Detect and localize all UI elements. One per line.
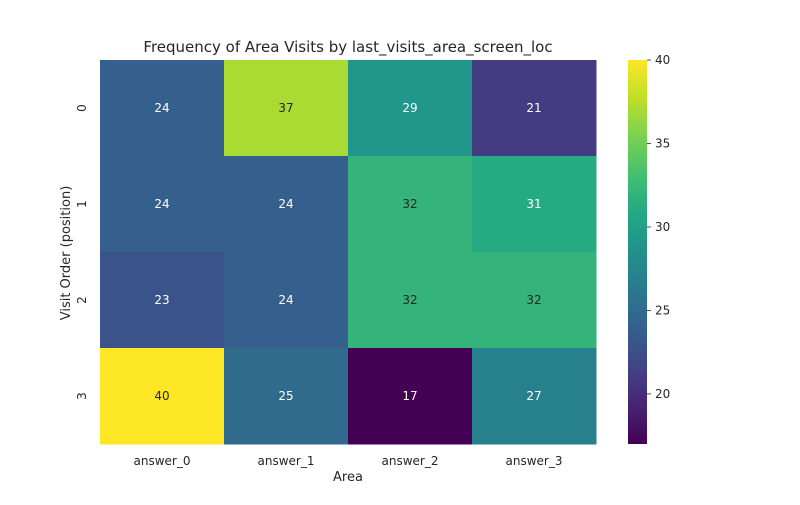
colorbar-tick-label: 35 (655, 136, 670, 150)
colorbar-tick-label: 20 (655, 387, 670, 401)
colorbar-tick-label: 25 (655, 303, 670, 317)
y-tick-label: 0 (75, 104, 89, 112)
cell-value-label: 24 (154, 197, 169, 211)
y-axis-label: Visit Order (position) (59, 186, 74, 321)
cell-value-label: 32 (402, 197, 417, 211)
x-tick-label: answer_3 (506, 454, 563, 468)
chart-title: Frequency of Area Visits by last_visits_… (143, 38, 552, 57)
heatmap-cell (100, 348, 225, 445)
x-axis-label: Area (333, 470, 363, 485)
cell-value-label: 24 (278, 197, 293, 211)
cell-value-label: 21 (526, 101, 541, 115)
cell-value-label: 24 (278, 293, 293, 307)
heatmap-cell (224, 60, 349, 157)
heatmap-cell (348, 252, 473, 349)
y-tick-label: 3 (75, 392, 89, 400)
cell-value-label: 24 (154, 101, 169, 115)
heatmap-cell (472, 60, 597, 157)
x-tick-label: answer_0 (134, 454, 191, 468)
cell-value-label: 31 (526, 197, 541, 211)
heatmap-cell (472, 156, 597, 253)
heatmap-cell (224, 156, 349, 253)
y-tick-label: 2 (75, 296, 89, 304)
colorbar (628, 60, 647, 444)
x-tick-label: answer_1 (258, 454, 315, 468)
cell-value-label: 29 (402, 101, 417, 115)
cell-value-label: 23 (154, 293, 169, 307)
cell-value-label: 27 (526, 389, 541, 403)
heatmap-cells: 24 37 29 21 24 24 32 31 23 24 32 32 40 25 17 27 (100, 60, 597, 445)
y-tick-label: 1 (75, 200, 89, 208)
heatmap-cell (348, 156, 473, 253)
cell-value-label: 37 (278, 101, 293, 115)
cell-value-label: 32 (526, 293, 541, 307)
y-tick-labels: 0 1 2 3 (75, 104, 89, 400)
colorbar-tick-label: 30 (655, 220, 670, 234)
heatmap-cell (100, 60, 225, 157)
x-tick-label: answer_2 (382, 454, 439, 468)
heatmap-cell (348, 348, 473, 445)
heatmap-cell (100, 252, 225, 349)
colorbar-ticks: 20 25 30 35 40 (647, 53, 670, 401)
cell-value-label: 17 (402, 389, 417, 403)
heatmap-cell (224, 348, 349, 445)
heatmap-cell (348, 60, 473, 157)
heatmap-cell (100, 156, 225, 253)
colorbar-tick-label: 40 (655, 53, 670, 67)
heatmap-cell (472, 348, 597, 445)
x-tick-labels: answer_0 answer_1 answer_2 answer_3 (134, 454, 563, 468)
cell-value-label: 25 (278, 389, 293, 403)
cell-value-label: 32 (402, 293, 417, 307)
cell-value-label: 40 (154, 389, 169, 403)
heatmap-cell (472, 252, 597, 349)
heatmap-cell (224, 252, 349, 349)
